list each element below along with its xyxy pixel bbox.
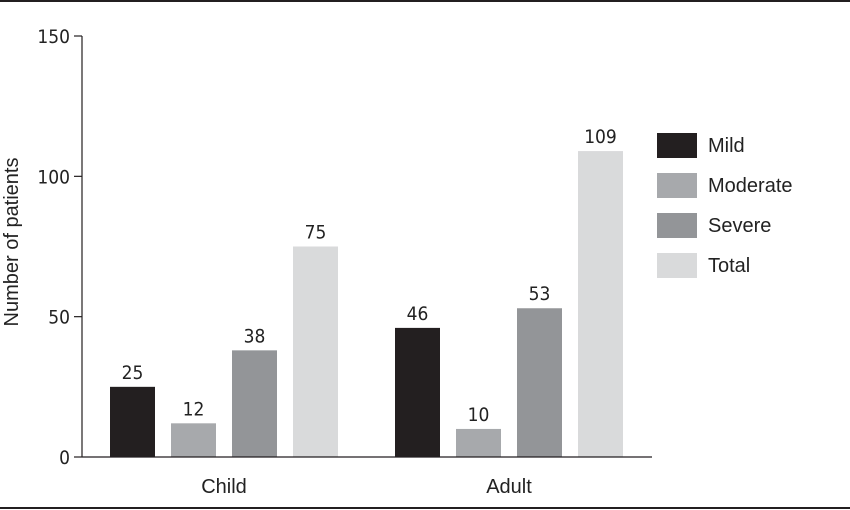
x-category-label: Adult	[486, 476, 532, 498]
data-label-moderate-child: 12	[183, 398, 205, 420]
bar-moderate-adult	[456, 428, 501, 457]
data-label-severe-child: 38	[244, 325, 266, 347]
legend: Mild Moderate Severe Total	[657, 133, 793, 278]
bars-group	[110, 151, 623, 457]
y-tick-label: 150	[37, 26, 70, 48]
data-label-mild-adult: 46	[407, 303, 429, 325]
data-label-mild-child: 25	[122, 362, 144, 384]
y-tick-label: 50	[48, 307, 70, 329]
bar-moderate-child	[171, 423, 216, 457]
data-label-total-adult: 109	[584, 126, 617, 148]
bar-mild-adult	[395, 327, 440, 457]
legend-swatch-moderate	[657, 173, 697, 198]
bar-severe-child	[232, 350, 277, 457]
data-labels-group: 25 12 38 75 46 10 53 109	[122, 126, 617, 426]
legend-label-moderate: Moderate	[708, 175, 793, 197]
x-axis-category-labels: Child Adult	[201, 476, 532, 498]
legend-swatch-severe	[657, 213, 697, 238]
legend-label-severe: Severe	[708, 215, 771, 237]
bar-total-adult	[578, 151, 623, 457]
legend-swatch-total	[657, 253, 697, 278]
y-tick-label: 100	[37, 166, 70, 188]
data-label-total-child: 75	[305, 222, 327, 244]
data-label-moderate-adult: 10	[468, 404, 490, 426]
x-category-label: Child	[201, 476, 247, 498]
y-axis-ticks: 0 50 100 150	[37, 26, 82, 469]
legend-label-total: Total	[708, 255, 750, 277]
bar-severe-adult	[517, 308, 562, 457]
y-axis-title: Number of patients	[1, 158, 23, 327]
y-tick-label: 0	[59, 447, 70, 469]
legend-swatch-mild	[657, 133, 697, 158]
bar-mild-child	[110, 386, 155, 457]
bar-total-child	[293, 246, 338, 457]
data-label-severe-adult: 53	[529, 283, 551, 305]
legend-label-mild: Mild	[708, 135, 745, 157]
